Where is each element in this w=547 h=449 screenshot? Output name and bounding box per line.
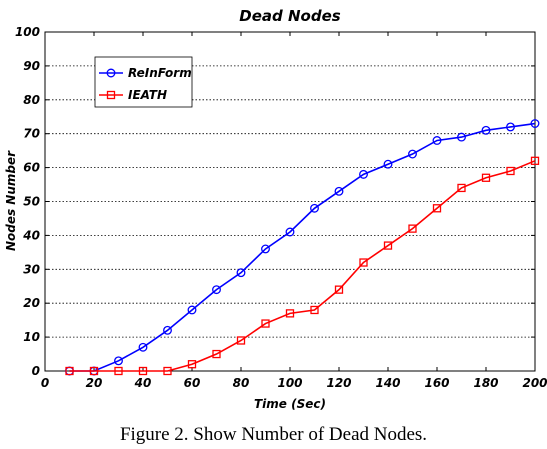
x-tick-label: 180 (473, 376, 498, 390)
y-tick-label: 40 (22, 228, 40, 242)
data-point (359, 258, 368, 267)
data-point (334, 186, 344, 196)
x-tick-label: 0 (41, 376, 49, 390)
data-point (457, 132, 466, 142)
axis-ticks: 0 10 20 30 40 50 60 70 80 90 100 0 20 40 60 80 100 120 140… (15, 25, 547, 390)
data-point (506, 122, 515, 132)
y-tick-label: 60 (23, 161, 40, 175)
series-line (69, 160, 536, 372)
series-ieath (65, 156, 540, 376)
data-series (65, 119, 540, 376)
data-point (114, 366, 123, 376)
x-tick-label: 100 (277, 376, 302, 390)
data-point (236, 268, 246, 278)
data-point (530, 119, 540, 128)
data-point (236, 336, 246, 345)
data-point (187, 360, 197, 369)
data-point (481, 125, 491, 135)
data-point (530, 156, 540, 165)
y-tick-label: 20 (23, 296, 40, 310)
data-point (432, 136, 442, 145)
data-point (408, 149, 417, 159)
data-point (138, 342, 148, 352)
data-point (359, 169, 368, 179)
data-point (89, 366, 99, 376)
data-point (138, 366, 148, 376)
x-axis-label: Time (Sec) (254, 397, 326, 411)
data-point (106, 68, 116, 78)
x-tick-label: 80 (233, 376, 250, 390)
legend-label: ReInForm (128, 66, 192, 80)
y-tick-label: 30 (23, 262, 40, 276)
y-tick-label: 50 (23, 195, 40, 209)
dead-nodes-chart: Dead Nodes 0 10 20 30 40 50 60 70 80 90 100 0 20 40 60… (4, 7, 547, 411)
data-point (432, 204, 442, 213)
data-point (106, 90, 116, 100)
data-point (285, 227, 295, 237)
data-point (481, 173, 491, 182)
y-tick-label: 100 (15, 25, 40, 39)
x-tick-label: 160 (424, 376, 449, 390)
y-axis-label: Nodes Number (4, 150, 18, 251)
x-tick-label: 40 (134, 376, 152, 390)
data-point (310, 305, 319, 315)
data-point (457, 183, 466, 193)
data-point (187, 305, 197, 315)
x-tick-label: 140 (375, 376, 400, 390)
data-point (383, 159, 393, 169)
y-tick-label: 10 (23, 330, 40, 344)
x-tick-label: 120 (326, 376, 351, 390)
data-point (261, 244, 270, 254)
chart-title: Dead Nodes (239, 7, 340, 25)
data-point (163, 366, 172, 376)
data-point (212, 349, 221, 359)
legend-label: IEATH (128, 88, 167, 102)
x-tick-label: 60 (184, 376, 201, 390)
y-tick-label: 80 (23, 93, 40, 107)
series-line (69, 122, 536, 372)
data-point (212, 285, 221, 295)
data-point (261, 319, 270, 328)
data-point (285, 309, 295, 318)
data-point (310, 203, 319, 213)
legend: ReInForm IEATH (94, 56, 193, 108)
data-point (383, 241, 393, 250)
series-reinform (65, 119, 540, 376)
data-point (65, 366, 74, 376)
data-point (163, 325, 172, 335)
legend-item: IEATH (99, 88, 167, 102)
y-tick-label: 0 (32, 364, 40, 378)
data-point (114, 356, 123, 366)
data-point (506, 166, 515, 176)
data-point (408, 224, 417, 233)
y-tick-label: 90 (23, 59, 40, 73)
legend-item: ReInForm (99, 66, 192, 80)
y-tick-label: 70 (23, 127, 40, 141)
figure-caption: Figure 2. Show Number of Dead Nodes. (119, 424, 428, 445)
x-tick-label: 20 (86, 376, 103, 390)
data-point (334, 285, 344, 294)
x-tick-label: 200 (522, 376, 547, 390)
